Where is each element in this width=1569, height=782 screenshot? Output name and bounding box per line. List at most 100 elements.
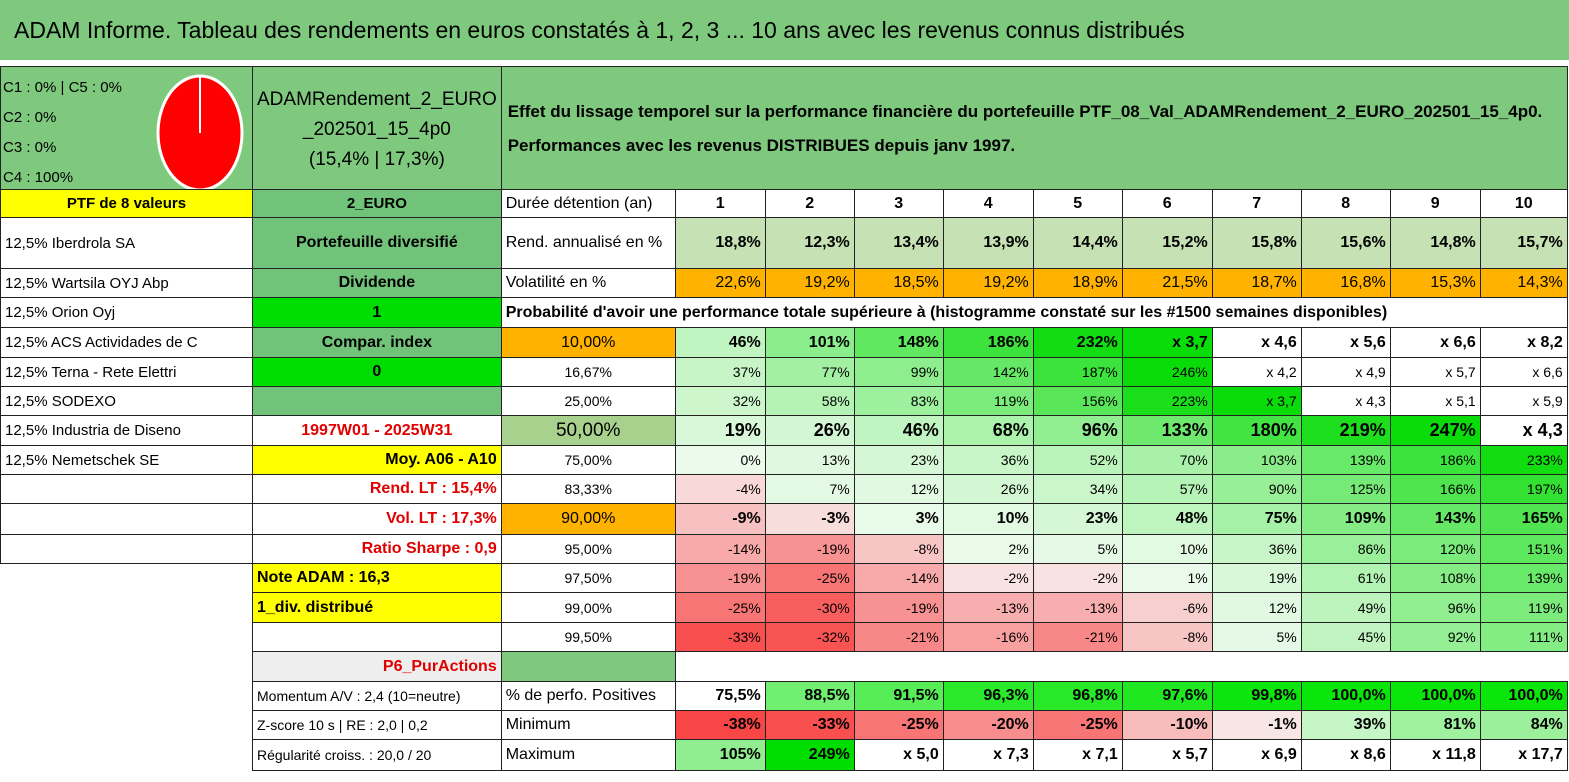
portfolio-name-line1: ADAMRendement_2_EURO [257, 89, 497, 110]
minimum-value: -25% [1032, 710, 1123, 740]
probability-value: x 5,7 [1389, 357, 1481, 387]
probability-value: 111% [1479, 622, 1568, 652]
probability-value: 61% [1300, 563, 1391, 593]
allocation-c1-c5: C1 : 0% | C5 : 0% [3, 79, 122, 96]
positives-label: % de perfo. Positives [500, 681, 676, 711]
probability-value: 46% [853, 415, 944, 446]
rend-value: 14,4% [1032, 217, 1123, 269]
rend-value: 15,8% [1211, 217, 1302, 269]
probability-value: 96% [1389, 592, 1481, 623]
probability-value: 48% [1121, 503, 1213, 535]
percentile-label: 99,00% [500, 592, 676, 623]
probability-value: 233% [1479, 445, 1568, 475]
probability-value: 52% [1032, 445, 1123, 475]
probability-value: 232% [1032, 327, 1123, 358]
vol-lt-label: Vol. LT : 17,3% [252, 503, 502, 535]
holding-item: 12,5% Orion Oyj [0, 297, 253, 328]
minimum-value: 81% [1389, 710, 1481, 740]
percentile-label: 83,33% [500, 474, 676, 504]
regularite-label: Régularité croiss. : 20,0 / 20 [252, 739, 502, 771]
empty-cell [1, 593, 253, 623]
effect-description-cell: Effet du lissage temporel sur la perform… [500, 66, 1568, 190]
probability-value: x 8,2 [1479, 327, 1568, 358]
rend-value: 13,9% [942, 217, 1034, 269]
percentile-label: 99,50% [500, 622, 676, 652]
probability-value: x 4,9 [1300, 357, 1391, 387]
probability-value: 57% [1121, 474, 1213, 504]
probability-value: 133% [1121, 415, 1213, 446]
probability-value: -9% [674, 503, 766, 535]
probability-value: 3% [853, 503, 944, 535]
maximum-value: x 8,6 [1300, 739, 1391, 771]
probability-title: Probabilité d'avoir une performance tota… [500, 297, 1481, 328]
vol-value: 18,9% [1032, 268, 1123, 298]
positives-value: 96,3% [942, 681, 1034, 711]
probability-value: 119% [1479, 592, 1568, 623]
probability-value: x 5,9 [1479, 386, 1568, 416]
maximum-value: 249% [764, 739, 855, 771]
minimum-value: 84% [1479, 710, 1568, 740]
holding-item: 12,5% Iberdrola SA [0, 217, 253, 269]
empty-green-cell [500, 651, 676, 682]
portfolio-name-cell: ADAMRendement_2_EURO _202501_15_4p0 (15,… [252, 66, 502, 190]
positives-value: 91,5% [853, 681, 944, 711]
probability-value: -14% [674, 534, 766, 564]
dividend-mode-label: 1_div. distribué [252, 592, 502, 623]
positives-value: 97,6% [1121, 681, 1213, 711]
empty-cell [0, 534, 253, 564]
minimum-label: Minimum [500, 710, 676, 740]
probability-value: 142% [942, 357, 1034, 387]
vol-value: 16,8% [1300, 268, 1391, 298]
probability-value: 23% [1032, 503, 1123, 535]
maximum-value: x 7,1 [1032, 739, 1123, 771]
probability-value: 19% [674, 415, 766, 446]
strategy-label: P6_PurActions [252, 651, 502, 682]
maximum-value: x 7,3 [942, 739, 1034, 771]
probability-value: 103% [1211, 445, 1302, 475]
probability-value: 120% [1389, 534, 1481, 564]
probability-value: 156% [1032, 386, 1123, 416]
percentile-label: 10,00% [500, 327, 676, 358]
probability-value: 247% [1389, 415, 1481, 446]
year-header: 1 [674, 189, 766, 218]
positives-value: 88,5% [764, 681, 855, 711]
vol-value: 15,3% [1389, 268, 1481, 298]
zscore-label: Z-score 10 s | RE : 2,0 | 0,2 [252, 710, 502, 740]
year-header: 8 [1300, 189, 1391, 218]
probability-value: -3% [764, 503, 855, 535]
allocation-c3: C3 : 0% [3, 139, 57, 156]
holding-item: 12,5% Nemetschek SE [0, 445, 253, 475]
percentile-label: 25,00% [500, 386, 676, 416]
probability-value: x 6,6 [1479, 357, 1568, 387]
positives-value: 96,8% [1032, 681, 1123, 711]
probability-value: 45% [1300, 622, 1391, 652]
ptf-count-label: PTF de 8 valeurs [0, 189, 253, 218]
vol-value: 18,7% [1211, 268, 1302, 298]
probability-value: 58% [764, 386, 855, 416]
probability-value: 119% [942, 386, 1034, 416]
positives-value: 75,5% [674, 681, 766, 711]
probability-value: 99% [853, 357, 944, 387]
returns-table: C1 : 0% | C5 : 0% C2 : 0% C3 : 0% C4 : 1… [0, 66, 1568, 771]
probability-value: 26% [942, 474, 1034, 504]
maximum-value: x 5,0 [853, 739, 944, 771]
probability-value: 96% [1032, 415, 1123, 446]
probability-value: -21% [1032, 622, 1123, 652]
year-header: 9 [1389, 189, 1481, 218]
index-one-value: 1 [252, 297, 502, 328]
rend-value: 13,4% [853, 217, 944, 269]
diversified-label: Portefeuille diversifié [252, 217, 502, 269]
probability-value: 26% [764, 415, 855, 446]
probability-value: 23% [853, 445, 944, 475]
rend-value: 15,6% [1300, 217, 1391, 269]
rend-value: 15,7% [1479, 217, 1568, 269]
probability-value: 139% [1300, 445, 1391, 475]
effect-line1: Effet du lissage temporel sur la perform… [507, 102, 1543, 121]
holding-item: 12,5% ACS Actividades de C [0, 327, 253, 358]
probability-value: 101% [764, 327, 855, 358]
probability-value: 148% [853, 327, 944, 358]
probability-value: -30% [764, 592, 855, 623]
allocation-cell: C1 : 0% | C5 : 0% C2 : 0% C3 : 0% C4 : 1… [0, 66, 253, 190]
moy-label: Moy. A06 - A10 [252, 445, 502, 475]
effect-line2: Performances avec les revenus DISTRIBUES… [507, 136, 1016, 155]
